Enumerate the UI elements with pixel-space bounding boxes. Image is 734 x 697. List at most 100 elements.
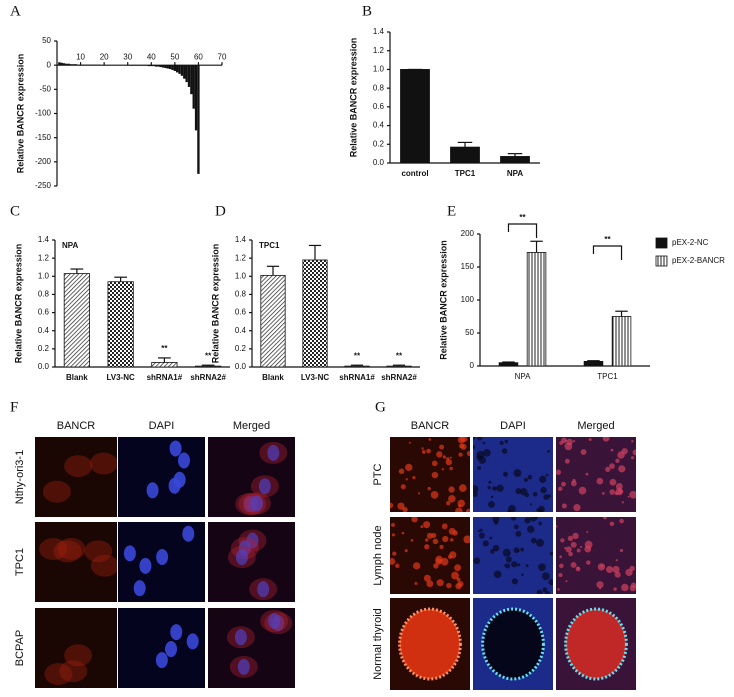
panel-letter: G <box>375 399 386 415</box>
micrograph <box>118 437 205 517</box>
speckle <box>473 485 479 493</box>
error-bar <box>266 265 280 276</box>
speckle <box>398 468 405 475</box>
y-tick-label: 0.0 <box>373 158 385 167</box>
speckle <box>601 491 605 495</box>
nucleus <box>234 629 247 646</box>
speckle <box>441 467 444 471</box>
x-tick-label: shRNA1# <box>147 373 183 382</box>
nucleus <box>237 658 250 675</box>
row-label: Lymph node <box>372 525 384 585</box>
speckle <box>451 571 459 580</box>
speckle <box>492 544 500 552</box>
speckle <box>570 561 577 568</box>
speckle <box>530 537 537 544</box>
speckle <box>630 582 636 588</box>
speckle <box>449 466 453 471</box>
speckle <box>448 494 456 503</box>
x-tick-label: LV3-NC <box>106 373 135 382</box>
speckle <box>457 437 466 444</box>
y-tick-label: 0.6 <box>373 102 385 111</box>
annotation: ** <box>205 351 212 360</box>
speckle <box>489 536 493 540</box>
speckle <box>536 589 543 594</box>
y-tick-label: 150 <box>461 262 475 271</box>
y-axis-label: Relative BANCR expression <box>13 244 23 364</box>
speckle <box>473 444 476 450</box>
speckle <box>477 466 481 470</box>
y-tick-label: 0.4 <box>373 121 385 130</box>
bar <box>180 65 184 76</box>
speckle <box>606 565 614 574</box>
bar <box>107 281 134 368</box>
speckle <box>578 486 587 495</box>
speckle <box>455 583 462 590</box>
cell <box>155 652 168 669</box>
speckle <box>538 563 546 572</box>
speckle <box>411 517 418 523</box>
y-tick-label: 0 <box>470 361 475 370</box>
speckle <box>446 582 452 589</box>
speckle <box>558 486 563 492</box>
speckle <box>613 587 617 591</box>
speckle <box>431 460 438 467</box>
cell <box>42 480 71 503</box>
speckle <box>476 437 483 441</box>
annotation: ** <box>519 213 526 222</box>
micrograph <box>473 437 553 512</box>
y-tick-label: 0.6 <box>38 308 50 317</box>
speckle <box>545 473 549 477</box>
micrograph-content <box>208 522 295 602</box>
bar <box>400 69 430 164</box>
row-label: PTC <box>372 463 384 485</box>
speckle <box>395 563 400 569</box>
speckle <box>609 478 617 486</box>
y-tick-label: 0.8 <box>38 290 50 299</box>
speckle <box>511 578 518 585</box>
speckle <box>615 559 618 562</box>
speckle <box>548 579 553 586</box>
speckle <box>609 489 615 495</box>
y-tick-label: 0.6 <box>235 308 247 317</box>
y-tick-label: 1.4 <box>38 235 50 244</box>
speckle <box>596 581 604 589</box>
legend-label: pEX-2-NC <box>672 238 709 247</box>
speckle <box>538 508 543 512</box>
bar <box>150 65 153 67</box>
speckle <box>442 535 449 543</box>
speckle <box>586 531 589 534</box>
cell <box>39 538 68 561</box>
y-tick-label: 1.2 <box>235 253 247 262</box>
bar <box>159 65 162 68</box>
speckle <box>473 491 478 497</box>
follicle <box>398 607 462 681</box>
cell <box>146 482 159 499</box>
bar <box>62 63 66 66</box>
speckle <box>559 555 563 559</box>
micrograph <box>390 517 470 594</box>
micrograph-background <box>118 437 205 517</box>
chart-title: TPC1 <box>259 241 280 250</box>
micrograph <box>35 608 117 688</box>
speckle <box>445 458 452 466</box>
speckle <box>482 540 489 547</box>
y-tick-label: 1.2 <box>373 46 385 55</box>
micrograph <box>35 437 117 517</box>
speckle <box>539 475 547 483</box>
speckle <box>391 523 395 527</box>
x-tick-label: NPA <box>507 169 524 178</box>
x-tick-label: 20 <box>100 52 109 61</box>
error-bar <box>530 240 543 253</box>
micrograph <box>208 522 295 602</box>
speckle <box>482 441 486 445</box>
speckle <box>610 448 614 452</box>
speckle <box>501 448 508 454</box>
speckle <box>544 591 551 594</box>
speckle <box>400 484 406 490</box>
micrograph-content <box>208 437 295 517</box>
speckle <box>511 561 518 568</box>
speckle <box>424 544 430 550</box>
y-axis-label: Relative BANCR expression <box>438 240 448 360</box>
speckle <box>605 466 611 472</box>
column-header: BANCR <box>57 420 96 432</box>
